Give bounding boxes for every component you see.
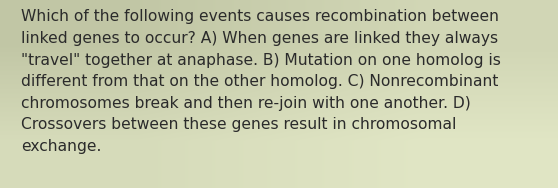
Text: Which of the following events causes recombination between
linked genes to occur: Which of the following events causes rec…	[21, 9, 501, 154]
